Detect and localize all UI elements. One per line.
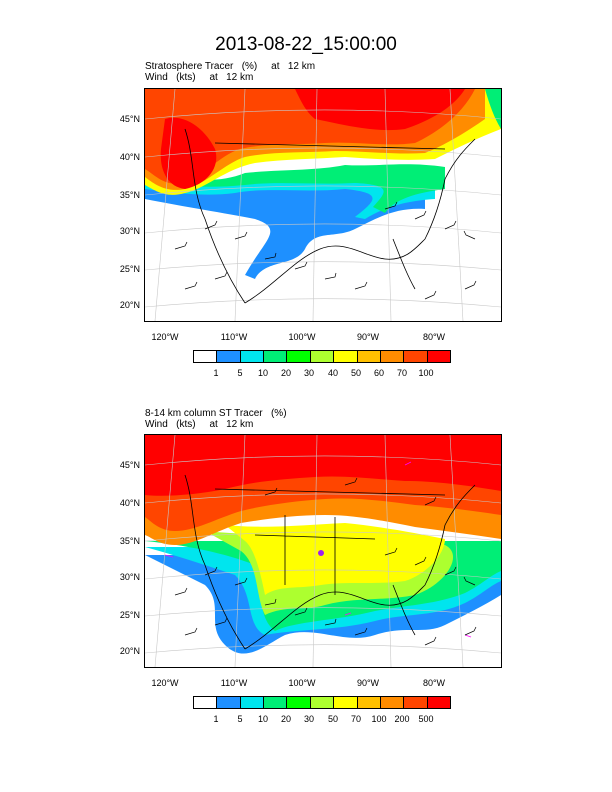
colorbar-swatch: [334, 351, 358, 362]
colorbar-swatch: [194, 697, 218, 708]
panel1-lon-label: 100°W: [288, 332, 316, 342]
panel2-lon-label: 100°W: [288, 678, 316, 688]
panel2-lon-label: 90°W: [356, 678, 380, 688]
panel1-colorbar-label: 100: [418, 368, 434, 378]
panel1-lat-label: 30°N: [119, 226, 140, 236]
panel2-colorbar-label: 70: [350, 714, 361, 724]
panel1-colorbar-label: 40: [327, 368, 338, 378]
colorbar-swatch: [240, 697, 265, 708]
colorbar-swatch: [427, 697, 450, 708]
panel2-colorbar-label: 200: [394, 714, 410, 724]
colorbar-swatch: [427, 351, 450, 362]
panel1-lat-label: 35°N: [119, 190, 140, 200]
colorbar-swatch: [287, 351, 311, 362]
panel1-colorbar-label: 70: [396, 368, 407, 378]
colorbar-swatch: [217, 351, 241, 362]
colorbar-swatch: [287, 697, 311, 708]
panel2-lat-label: 25°N: [119, 610, 140, 620]
colorbar-swatch: [404, 697, 428, 708]
colorbar-swatch: [380, 351, 405, 362]
panel2-lat-label: 40°N: [119, 498, 140, 508]
panel2-lon-label: 80°W: [422, 678, 446, 688]
panel1-lon-label: 120°W: [151, 332, 179, 342]
panel2-lat-label: 20°N: [119, 646, 140, 656]
panel2-colorbar-label: 10: [257, 714, 268, 724]
panel2-lat-label: 35°N: [119, 536, 140, 546]
panel1-colorbar-label: 20: [280, 368, 291, 378]
panel2-lat-label: 45°N: [119, 460, 140, 470]
colorbar-swatch: [240, 351, 265, 362]
colorbar-swatch: [194, 351, 218, 362]
panel1-colorbar-label: 60: [373, 368, 384, 378]
colorbar-swatch: [264, 697, 288, 708]
panel1-field-label: Stratosphere Tracer (%) at 12 km: [145, 61, 316, 72]
panel2-field-label: 8-14 km column ST Tracer (%): [145, 408, 287, 419]
panel1-lon-label: 90°W: [356, 332, 380, 342]
colorbar-swatch: [357, 351, 381, 362]
colorbar-swatch: [264, 351, 288, 362]
panel2-colorbar: [193, 696, 451, 709]
colorbar-swatch: [310, 697, 335, 708]
panel2-marker: [318, 550, 324, 556]
colorbar-swatch: [310, 351, 335, 362]
panel1-colorbar-label: 1: [213, 368, 219, 378]
panel1-lon-label: 110°W: [220, 332, 248, 342]
panel2-colorbar-label: 5: [237, 714, 243, 724]
colorbar-swatch: [380, 697, 405, 708]
panel1-lat-label: 45°N: [119, 114, 140, 124]
panel1-colorbar-label: 10: [257, 368, 268, 378]
panel2-colorbar-label: 50: [327, 714, 338, 724]
panel2-wind-label: Wind (kts) at 12 km: [145, 419, 254, 430]
panel2-map: [144, 434, 502, 668]
panel2-lon-label: 110°W: [220, 678, 248, 688]
panel1-lon-label: 80°W: [422, 332, 446, 342]
panel1-lat-label: 20°N: [119, 300, 140, 310]
panel1-colorbar-label: 30: [303, 368, 314, 378]
panel2-colorbar-label: 20: [280, 714, 291, 724]
panel2-lon-label: 120°W: [151, 678, 179, 688]
colorbar-swatch: [404, 351, 428, 362]
panel2-lat-label: 30°N: [119, 572, 140, 582]
panel1-colorbar-label: 50: [350, 368, 361, 378]
panel1-tracer-green: [145, 164, 445, 213]
colorbar-swatch: [334, 697, 358, 708]
panel1-wind-label: Wind (kts) at 12 km: [145, 72, 254, 83]
panel2-colorbar-label: 1: [213, 714, 219, 724]
panel1-tracer-blue: [145, 176, 425, 279]
panel1-lat-label: 25°N: [119, 264, 140, 274]
panel1-colorbar: [193, 350, 451, 363]
panel2-colorbar-label: 500: [418, 714, 434, 724]
panel2-tracer-red: [145, 435, 501, 496]
panel1-tracer-red: [160, 89, 465, 189]
panel2-colorbar-label: 30: [303, 714, 314, 724]
panel1-map: [144, 88, 502, 322]
panel1-lat-label: 40°N: [119, 152, 140, 162]
panel1-colorbar-label: 5: [237, 368, 243, 378]
colorbar-swatch: [217, 697, 241, 708]
colorbar-swatch: [357, 697, 381, 708]
panel2-colorbar-label: 100: [371, 714, 387, 724]
figure-title: 2013-08-22_15:00:00: [215, 34, 397, 55]
